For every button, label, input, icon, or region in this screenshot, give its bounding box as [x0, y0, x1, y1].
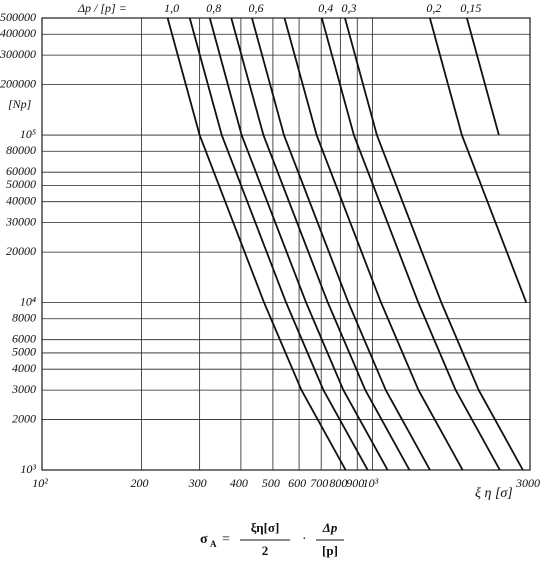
- y-tick-label: 2000: [12, 411, 36, 425]
- curve: [283, 18, 464, 470]
- formula-den: 2: [262, 543, 269, 558]
- x-tick-label: 10²: [32, 476, 48, 490]
- x-tick-label: 500: [262, 476, 280, 490]
- y-tick-label: 300000: [0, 47, 36, 61]
- y-tick-label: 40000: [6, 193, 36, 207]
- y-tick-label: 500000: [0, 10, 36, 24]
- curve-label: 0,3: [341, 1, 356, 15]
- formula-num: ξη[σ]: [251, 520, 280, 535]
- y-tick-label: 4000: [12, 361, 36, 375]
- formula-lhs: σ: [200, 532, 208, 547]
- legend-prefix: Δp / [p] =: [77, 1, 127, 15]
- curve: [429, 18, 528, 303]
- y-tick-label: 10⁵: [20, 127, 36, 141]
- curve-label: 0,4: [318, 1, 333, 15]
- y-tick-label: 5000: [12, 345, 36, 359]
- y-tick-label: 8000: [12, 311, 36, 325]
- x-tick-label: 800: [329, 476, 347, 490]
- y-tick-label: 10³: [20, 462, 36, 476]
- formula-op: ·: [302, 532, 307, 547]
- x-tick-label: 400: [230, 476, 248, 490]
- curve-label: 0,6: [248, 1, 263, 15]
- y-tick-label: 3000: [11, 382, 36, 396]
- x-tick-label: 600: [288, 476, 306, 490]
- x-tick-label: 200: [130, 476, 148, 490]
- curve: [251, 18, 431, 470]
- formula-eq: =: [222, 532, 230, 547]
- curve: [465, 18, 500, 136]
- x-tick-label: 900: [346, 476, 364, 490]
- y-tick-label: 30000: [5, 214, 36, 228]
- curve: [344, 18, 524, 470]
- curves: [166, 18, 528, 470]
- curve-label: 0,15: [460, 1, 481, 15]
- x-tick-label: 300: [188, 476, 207, 490]
- x-tick-label: 10³: [363, 476, 379, 490]
- curve: [230, 18, 411, 470]
- x-tick-label: 3000: [515, 476, 540, 490]
- curve-label: 1,0: [164, 1, 179, 15]
- curve: [188, 18, 369, 470]
- y-tick-label: 6000: [12, 331, 36, 345]
- y-tick-label: 60000: [6, 164, 36, 178]
- formula-den: [p]: [322, 543, 338, 558]
- curve: [166, 18, 347, 470]
- curve-label: 0,8: [206, 1, 221, 15]
- y-tick-label: 80000: [6, 143, 36, 157]
- curve-label: 0,2: [426, 1, 441, 15]
- curve: [208, 18, 389, 470]
- y-tick-label: 400000: [0, 26, 36, 40]
- y-tick-label: 200000: [0, 76, 36, 90]
- formula-sub: A: [210, 539, 217, 549]
- curve: [320, 18, 501, 470]
- formula-num: Δp: [322, 520, 338, 535]
- y-axis-label: [Np]: [8, 97, 32, 111]
- x-tick-label: 700: [310, 476, 328, 490]
- y-tick-label: 10⁴: [20, 294, 36, 308]
- y-tick-label: 20000: [6, 244, 36, 258]
- formula: σ A = ξη[σ] 2 · Δp [p]: [200, 520, 344, 558]
- plot-frame: [41, 17, 531, 471]
- y-tick-label: 50000: [6, 177, 36, 191]
- x-axis-label: ξ η [σ]: [475, 486, 513, 501]
